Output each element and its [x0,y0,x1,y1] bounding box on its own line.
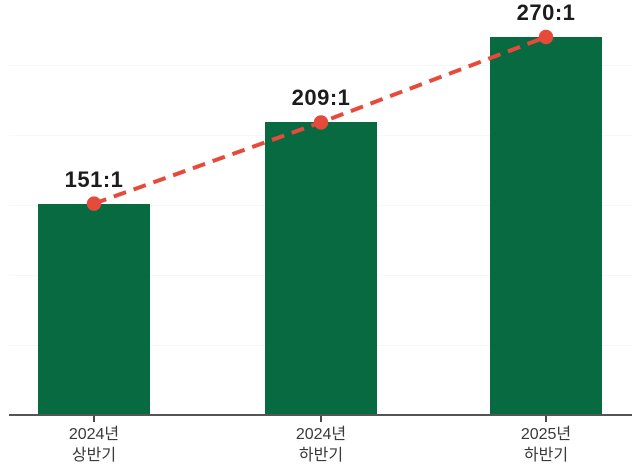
category-label-line: 하반기 [523,447,569,464]
x-axis-line [9,414,632,416]
category-label-line: 2024년 [68,426,120,443]
category-label-line: 2025년 [520,426,572,443]
bar-2024년 하반기 [265,122,377,415]
x-axis-tick [320,416,322,422]
bar-2024년 상반기 [38,203,150,415]
category-label-line: 하반기 [298,447,344,464]
category-label-line: 2024년 [295,426,347,443]
value-label: 270:1 [516,0,576,25]
x-axis-tick [545,416,547,422]
bar-2025년 하반기 [490,37,602,415]
x-axis-tick [93,416,95,422]
value-label: 209:1 [291,85,351,111]
category-label-line: 상반기 [71,447,117,464]
value-label: 151:1 [64,166,124,192]
